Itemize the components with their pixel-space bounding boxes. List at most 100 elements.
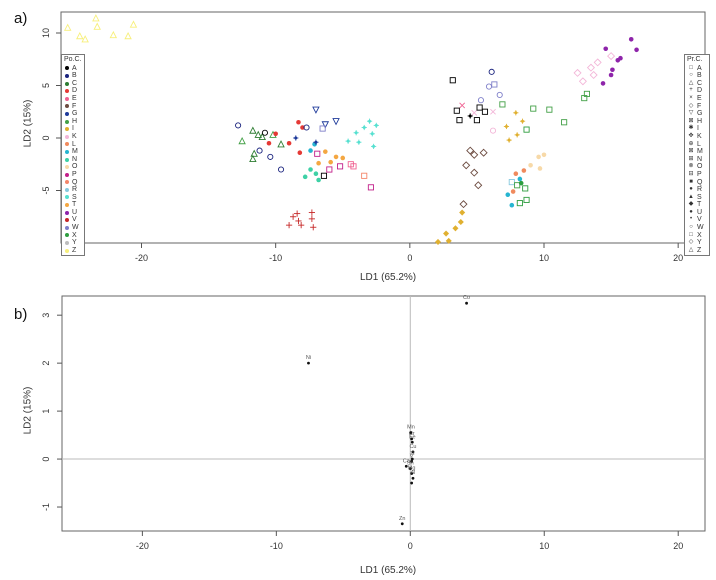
legend-symbol-icon: ⊟ [688, 170, 694, 177]
legend-entry-label: O [72, 163, 78, 171]
loading-point [410, 460, 414, 463]
legend-entry-label: W [72, 224, 79, 232]
loading-point [410, 472, 414, 475]
data-point [256, 147, 263, 154]
legend-entry-label: S [697, 193, 702, 201]
loading-point [404, 464, 408, 468]
legend-color-swatch [65, 172, 69, 177]
data-point [81, 35, 89, 43]
loading-point [408, 467, 412, 471]
data-point [523, 196, 530, 204]
legend-symbol-icon: ⊠ [688, 117, 694, 124]
legend-entry-label: K [697, 132, 702, 140]
data-point [250, 149, 258, 157]
legend-entry: E [64, 95, 82, 103]
legend-symbol-icon: ▽ [688, 110, 694, 117]
panel-a-label: a) [14, 10, 28, 27]
data-point [528, 163, 533, 168]
legend-color-swatch [65, 180, 69, 185]
legend-symbol-icon: ⊕ [688, 140, 694, 147]
legend-entry-label: N [697, 155, 703, 163]
legend-color-swatch [65, 233, 69, 238]
legend-symbol-icon: ✥ [688, 132, 694, 139]
legend-color-swatch [65, 66, 69, 71]
legend-entry-label: Y [72, 239, 77, 247]
data-point [628, 37, 634, 42]
legend-color-swatch [65, 73, 69, 78]
legend-entry-label: O [697, 163, 703, 171]
data-point [293, 135, 299, 141]
legend-entry-label: A [72, 64, 77, 72]
data-point [249, 126, 257, 134]
data-point [316, 177, 321, 183]
data-point [513, 110, 519, 116]
legend-entry-label: D [72, 87, 78, 95]
data-point [235, 122, 242, 129]
loading-label: Mg [408, 465, 416, 471]
legend-color-swatch [65, 96, 69, 101]
legend-entry: W [64, 224, 82, 232]
y-tick-label: 0 [41, 135, 51, 140]
legend-entry-label: W [697, 224, 704, 232]
data-point [449, 77, 456, 84]
data-point [300, 125, 305, 130]
legend-entry: Q [64, 179, 82, 187]
loading-label: Fe [409, 434, 415, 440]
data-point [361, 124, 367, 131]
data-point [603, 46, 609, 52]
legend-color-swatch [65, 149, 69, 154]
legend-color-swatch [65, 119, 69, 124]
loading-label: V [410, 453, 414, 459]
data-point [302, 174, 308, 180]
legend-entry: ◆ T [687, 201, 707, 209]
legend-entry: ● U [687, 209, 707, 217]
data-point [514, 132, 520, 138]
data-point [353, 130, 359, 136]
y-tick-label: -5 [41, 186, 51, 194]
legend-entry: ■ Q [687, 179, 707, 187]
x-tick-label: -10 [270, 541, 283, 551]
data-point [308, 167, 313, 172]
legend-entry: ✥ K [687, 133, 707, 141]
x-tick-label: -10 [269, 253, 282, 263]
legend-entry-label: R [697, 186, 703, 194]
data-point [541, 152, 547, 158]
legend-color-swatch [65, 81, 69, 86]
data-point [238, 136, 246, 145]
legend-entry: ⊠ M [687, 148, 707, 156]
data-point [323, 149, 328, 154]
legend-symbol-icon: ▲ [688, 193, 694, 200]
data-point [321, 121, 330, 129]
legend-color-swatch [65, 210, 69, 215]
data-point [491, 81, 498, 88]
legend-entry-label: P [697, 170, 702, 178]
data-point [518, 180, 524, 186]
legend-entry: + D [687, 87, 707, 95]
legend-symbol-icon: ◇ [688, 239, 694, 246]
data-point [261, 129, 268, 136]
loading-label: Co [463, 295, 470, 301]
y-tick-label: -1 [41, 503, 51, 511]
data-point [506, 137, 512, 143]
legend-entry-label: F [72, 102, 77, 110]
data-point [453, 107, 460, 114]
legend-entry: • V [687, 216, 707, 224]
legend-entry: ⊗ O [687, 163, 707, 171]
legend-symbol-icon: ○ [689, 224, 693, 231]
x-tick-label: 10 [539, 253, 549, 263]
legend-entry: ▽ G [687, 110, 707, 118]
x-tick-label: 0 [408, 541, 413, 551]
data-point [476, 104, 483, 111]
legend-entry: ◇ Y [687, 239, 707, 247]
y-tick-label: 0 [41, 457, 51, 462]
data-point [361, 172, 368, 179]
data-point [462, 161, 471, 170]
legend-entry: C [64, 80, 82, 88]
legend-entry: B [64, 72, 82, 80]
data-point [310, 224, 317, 231]
legend-entry-label: X [697, 231, 702, 239]
loading-label: Mn [407, 425, 415, 431]
data-point [561, 119, 568, 126]
loading-point [409, 431, 413, 435]
